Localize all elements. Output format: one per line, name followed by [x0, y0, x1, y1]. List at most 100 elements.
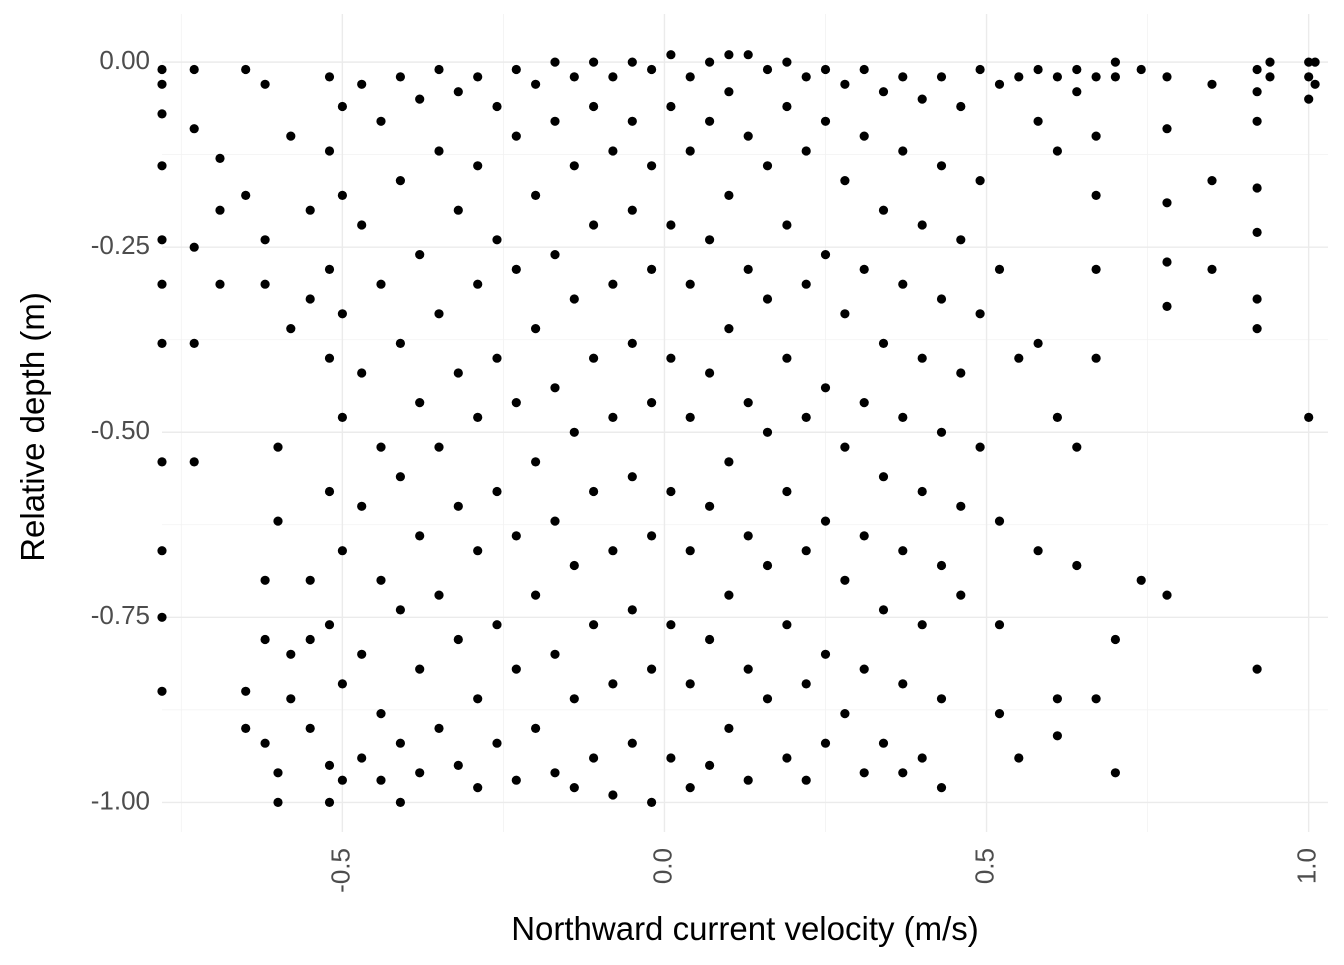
data-point	[956, 368, 966, 378]
data-point	[589, 353, 599, 363]
data-point	[337, 101, 347, 112]
data-point	[531, 190, 541, 200]
data-point	[685, 279, 695, 289]
data-point	[1052, 72, 1062, 82]
data-point	[415, 531, 425, 541]
data-point	[189, 64, 199, 75]
data-point	[492, 620, 502, 630]
data-point	[840, 309, 850, 319]
data-point	[473, 161, 483, 171]
data-point	[286, 649, 296, 659]
data-point	[743, 264, 753, 274]
data-point	[473, 72, 483, 82]
data-point	[273, 797, 283, 808]
data-point	[782, 101, 792, 112]
data-point	[395, 605, 405, 615]
data-point	[157, 612, 167, 622]
data-point	[936, 694, 947, 704]
x-tick-label: -0.5	[325, 848, 355, 893]
y-axis-ticks: 0.00 -0.25 -0.50 -0.75 -1.00	[91, 45, 150, 815]
data-point	[1136, 575, 1146, 585]
data-point	[473, 783, 483, 793]
data-point	[627, 738, 637, 748]
data-point	[859, 531, 869, 541]
data-point	[550, 516, 560, 526]
data-point	[647, 264, 657, 274]
data-point	[357, 649, 367, 659]
data-point	[801, 679, 811, 689]
data-point	[608, 412, 618, 422]
data-point	[241, 686, 251, 696]
data-point	[647, 398, 657, 408]
data-point	[189, 338, 199, 348]
data-point	[569, 294, 579, 304]
data-point	[1110, 57, 1120, 67]
data-point	[994, 264, 1005, 274]
data-point	[975, 64, 985, 75]
data-point	[337, 775, 347, 785]
data-point	[473, 546, 483, 556]
data-point	[608, 546, 618, 556]
data-point	[1304, 412, 1314, 422]
data-point	[820, 516, 831, 526]
data-point	[1252, 64, 1262, 75]
data-point	[743, 664, 753, 674]
data-point	[157, 457, 167, 467]
data-point	[936, 783, 947, 793]
data-point	[395, 338, 405, 348]
data-point	[898, 679, 908, 689]
data-point	[743, 131, 753, 141]
data-point	[415, 398, 425, 408]
data-point	[762, 64, 773, 75]
data-point	[917, 486, 927, 497]
data-point	[1033, 116, 1043, 126]
data-point	[956, 590, 966, 600]
data-point	[1033, 338, 1043, 348]
data-point	[453, 634, 463, 645]
data-point	[492, 353, 502, 363]
data-point	[1014, 353, 1024, 363]
data-point	[273, 442, 283, 452]
data-point	[762, 694, 773, 704]
data-point	[840, 709, 850, 719]
data-point	[608, 790, 618, 800]
data-point	[157, 64, 167, 75]
data-point	[1252, 664, 1262, 674]
data-point	[337, 679, 347, 689]
data-point	[936, 72, 947, 82]
data-point	[743, 398, 753, 408]
data-point	[685, 679, 695, 689]
data-point	[685, 412, 695, 422]
data-point	[1072, 87, 1082, 97]
data-point	[473, 279, 483, 289]
data-point	[1265, 57, 1275, 67]
data-point	[724, 87, 734, 97]
data-point	[956, 235, 966, 245]
y-tick-label: 0.00	[99, 45, 150, 75]
data-point	[685, 146, 695, 156]
data-point	[260, 575, 270, 585]
data-point	[975, 442, 985, 452]
x-tick-label: 0.0	[647, 848, 677, 884]
data-point	[859, 64, 869, 75]
data-point	[820, 649, 831, 659]
data-point	[1304, 72, 1314, 82]
data-point	[1252, 183, 1262, 193]
data-point	[1136, 64, 1146, 75]
data-point	[434, 146, 444, 156]
data-point	[666, 220, 676, 230]
data-point	[1110, 634, 1120, 645]
data-point	[859, 768, 869, 778]
data-point	[1110, 768, 1120, 778]
data-point	[415, 768, 425, 778]
data-point	[898, 146, 908, 156]
data-point	[724, 324, 734, 334]
data-point	[627, 338, 637, 348]
data-point	[260, 235, 270, 245]
data-point	[782, 220, 792, 230]
data-point	[415, 94, 425, 104]
data-point	[157, 686, 167, 696]
data-point	[337, 309, 347, 319]
